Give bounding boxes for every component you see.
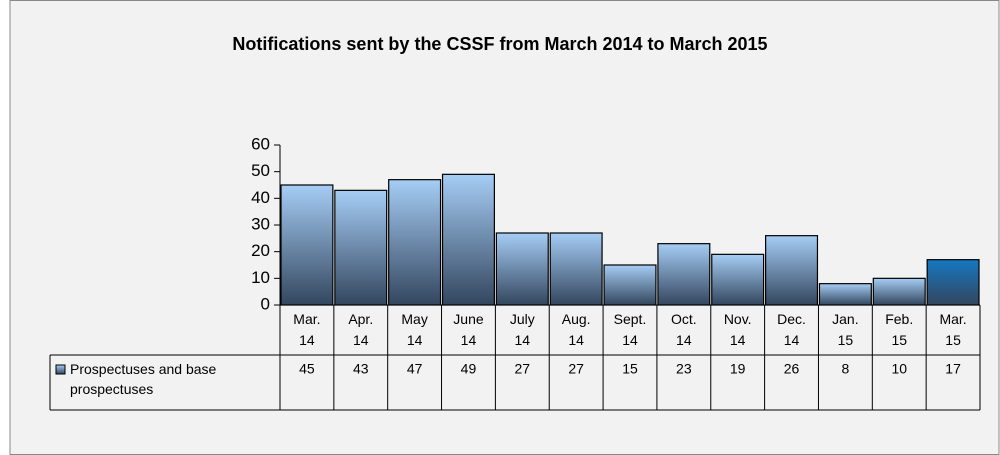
x-tick-label: Jan. 15 <box>832 311 858 348</box>
bar <box>280 184 334 306</box>
y-tick-label: 20 <box>251 241 270 260</box>
data-table-value: 45 <box>299 361 315 377</box>
bar <box>441 173 495 306</box>
data-table-value: 49 <box>461 361 477 377</box>
x-tick-label: Mar. 15 <box>939 311 966 348</box>
data-table-value: 15 <box>622 361 638 377</box>
x-tick-label: Sept. 14 <box>614 311 647 348</box>
y-tick-label: 0 <box>261 294 270 313</box>
x-tick-label: May 14 <box>401 311 427 348</box>
y-tick-label: 30 <box>251 214 270 233</box>
chart-frame <box>9 0 1000 455</box>
y-tick-label: 10 <box>251 268 270 287</box>
bar <box>334 189 388 306</box>
legend-swatch <box>55 364 66 375</box>
legend-label: Prospectuses and base prospectuses <box>70 361 217 397</box>
x-tick-label: Oct. 14 <box>671 311 697 348</box>
x-tick-label: Dec. 14 <box>777 311 806 348</box>
data-table-value: 23 <box>676 361 692 377</box>
bar <box>926 259 980 306</box>
bar <box>603 264 657 306</box>
bar <box>765 235 819 306</box>
x-tick-label: Nov. 14 <box>724 311 752 348</box>
data-table-value: 10 <box>891 361 907 377</box>
x-tick-label: Mar. 14 <box>293 311 320 348</box>
bar <box>818 283 872 306</box>
x-tick-label: June 14 <box>453 311 484 348</box>
data-table-value: 47 <box>407 361 423 377</box>
bar <box>495 232 549 306</box>
data-table-value: 26 <box>784 361 800 377</box>
bar <box>657 243 711 306</box>
y-tick-label: 60 <box>251 134 270 153</box>
data-table-value: 19 <box>730 361 746 377</box>
data-table-value: 8 <box>841 361 849 377</box>
data-table-value: 43 <box>353 361 369 377</box>
x-tick-label: Aug. 14 <box>562 311 591 348</box>
y-tick-label: 50 <box>251 161 270 180</box>
bar <box>711 253 765 306</box>
bar <box>388 179 442 306</box>
bar <box>872 277 926 306</box>
data-table-value: 27 <box>568 361 584 377</box>
data-table-value: 17 <box>945 361 961 377</box>
data-table-value: 27 <box>515 361 531 377</box>
x-tick-label: Apr. 14 <box>348 311 373 348</box>
x-tick-label: July 14 <box>510 311 535 348</box>
y-tick-label: 40 <box>251 188 270 207</box>
x-tick-label: Feb. 15 <box>885 311 913 348</box>
bar <box>549 232 603 306</box>
chart-title: Notifications sent by the CSSF from Marc… <box>232 34 767 54</box>
